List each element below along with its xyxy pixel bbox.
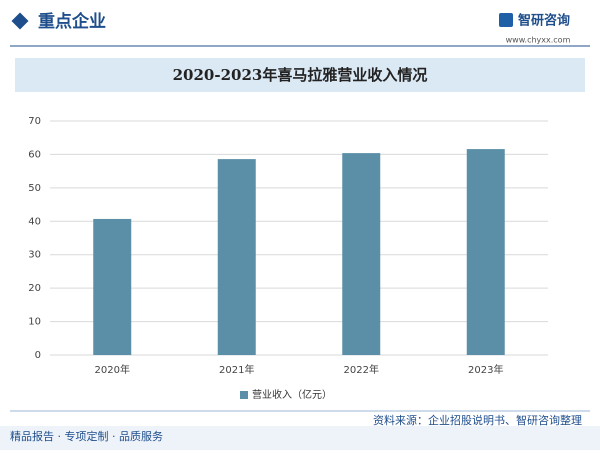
y-tick-label: 40 [28, 216, 41, 227]
x-tick-label: 2022年 [344, 363, 379, 376]
y-tick-label: 0 [35, 350, 41, 361]
y-tick-label: 10 [28, 317, 41, 328]
title-band [15, 58, 585, 92]
bar [466, 149, 505, 355]
y-tick-label: 70 [28, 116, 41, 127]
x-tick-label: 2023年 [468, 363, 503, 376]
y-tick-label: 30 [28, 250, 41, 261]
x-tick-label: 2021年 [219, 363, 254, 376]
x-tick-label: 2020年 [95, 363, 130, 376]
footer-band [0, 426, 600, 450]
legend-swatch [240, 391, 248, 399]
y-tick-label: 60 [28, 149, 41, 160]
bar [93, 218, 132, 355]
y-tick-label: 20 [28, 283, 41, 294]
logo-name: 智研咨询 [518, 13, 570, 29]
logo-url: www.chyxx.com [506, 36, 571, 45]
bar [342, 153, 381, 355]
logo-icon [499, 13, 513, 27]
source: 资料来源：企业招股说明书、智研咨询整理 [373, 413, 582, 427]
legend-label: 营业收入（亿元） [252, 388, 332, 401]
slogan: 精品报告 · 专项定制 · 品质服务 [10, 429, 163, 443]
y-tick-label: 50 [28, 183, 41, 194]
bar [217, 159, 256, 355]
plot: 0 10 20 30 40 50 60 70 2020年 2021年 2022年 2023年营业收入（… [28, 116, 548, 401]
header-title: 重点企业 [38, 11, 106, 32]
chart-title: 2020-2023年喜马拉雅营业收入情况 [173, 66, 428, 84]
